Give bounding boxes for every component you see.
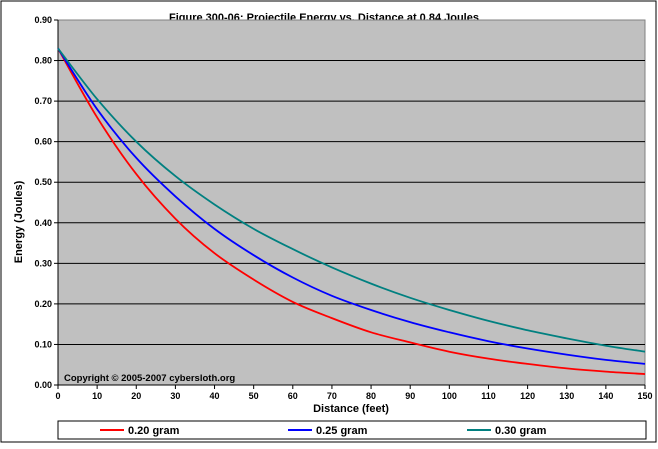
legend-label-1: 0.20 gram [128, 425, 180, 437]
copyright-annotation: Copyright © 2005-2007 cybersloth.org [64, 373, 235, 384]
x-tick-label: 40 [210, 391, 220, 401]
series-line-3 [57, 47, 646, 353]
x-tick-label: 140 [598, 391, 613, 401]
x-tick-label: 150 [637, 391, 652, 401]
y-axis-label: Energy (Joules) [13, 180, 25, 263]
x-tick-label: 70 [327, 391, 337, 401]
x-tick-label: 130 [559, 391, 574, 401]
y-tick-label: 0.70 [34, 96, 52, 106]
x-tick-label: 20 [131, 391, 141, 401]
x-tick-label: 0 [55, 391, 60, 401]
plot-area: 0.00 0.10 0.20 0.30 0.40 0.50 0.60 0.70 0.80 0.90… [34, 15, 652, 401]
x-tick-label: 30 [170, 391, 180, 401]
series-line-1 [57, 47, 646, 375]
y-tick-label: 0.40 [34, 218, 52, 228]
legend: 0.20 gram 0.25 gram 0.30 gram [57, 420, 647, 440]
plot-background [57, 19, 646, 386]
series-line-2 [57, 47, 646, 365]
y-tick-label: 0.80 [34, 56, 52, 66]
x-tick-label: 100 [442, 391, 457, 401]
y-tick-label: 0.50 [34, 177, 52, 187]
x-axis-label: Distance (feet) [313, 403, 389, 415]
y-tick-label: 0.60 [34, 137, 52, 147]
x-tick-label: 50 [249, 391, 259, 401]
legend-box [57, 420, 647, 440]
legend-label-3: 0.30 gram [495, 425, 547, 437]
x-tick-label: 110 [481, 391, 496, 401]
y-tick-label: 0.90 [34, 15, 52, 25]
legend-label-2: 0.25 gram [316, 425, 368, 437]
x-tick-label: 10 [92, 391, 102, 401]
x-tick-label: 120 [520, 391, 535, 401]
y-tick-label: 0.00 [34, 380, 52, 390]
x-tick-label: 60 [288, 391, 298, 401]
y-tick-label: 0.30 [34, 258, 52, 268]
x-tick-label: 90 [405, 391, 415, 401]
x-tick-label: 80 [366, 391, 376, 401]
y-tick-label: 0.20 [34, 299, 52, 309]
y-tick-label: 0.10 [34, 339, 52, 349]
